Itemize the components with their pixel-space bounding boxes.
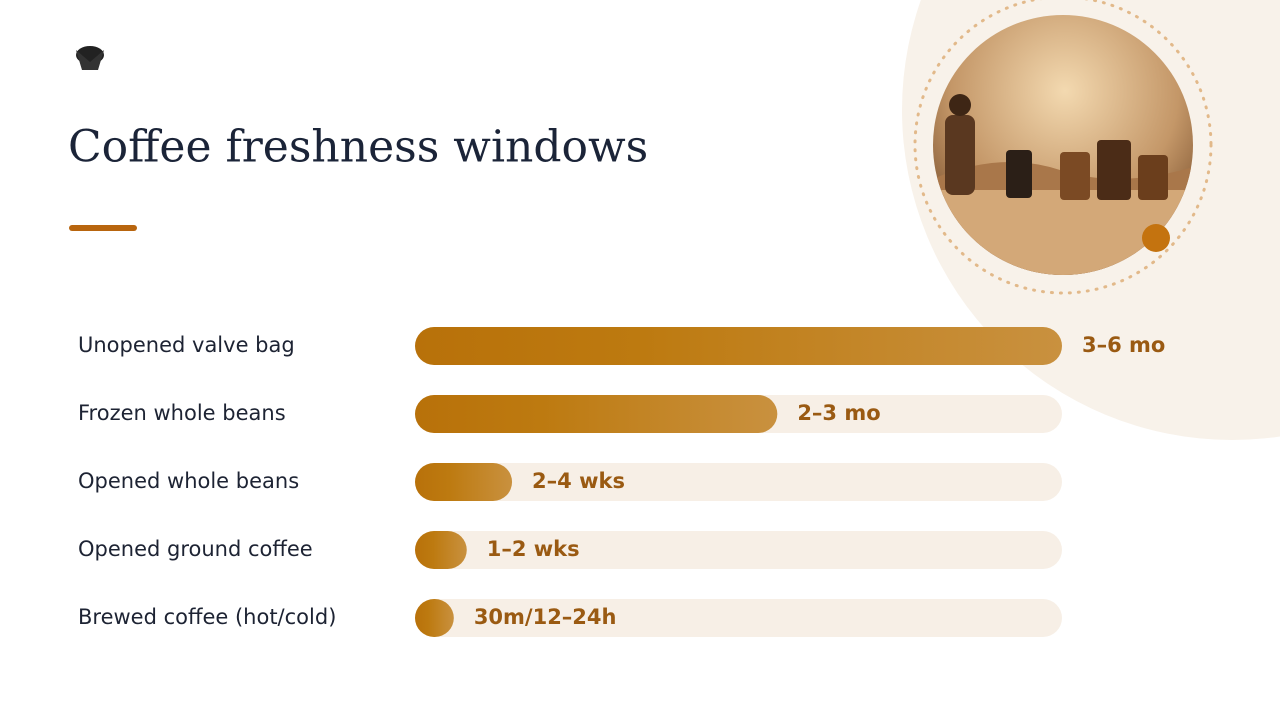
bar: [415, 395, 778, 433]
bar: [415, 531, 467, 569]
dotted-ring: [913, 0, 1213, 295]
title: Coffee freshness windows: [68, 122, 648, 173]
duration-label: 2–4 wks: [532, 469, 625, 493]
bar-track: [415, 531, 1062, 569]
photo: [933, 15, 1193, 275]
duration-label: 2–3 mo: [797, 401, 880, 425]
bar-track: [415, 599, 1062, 637]
bar: [415, 599, 454, 637]
category-label: Frozen whole beans: [78, 401, 286, 425]
duration-label: 3–6 mo: [1082, 333, 1165, 357]
accent-dot: [1142, 224, 1170, 252]
duration-label: 30m/12–24h: [474, 605, 617, 629]
accent-line: [69, 225, 137, 231]
category-label: Opened whole beans: [78, 469, 299, 493]
logo: [76, 46, 104, 70]
category-label: Opened ground coffee: [78, 537, 313, 561]
duration-label: 1–2 wks: [487, 537, 580, 561]
category-label: Unopened valve bag: [78, 333, 295, 357]
bar: [415, 463, 513, 501]
bar: [415, 327, 1062, 365]
category-label: Brewed coffee (hot/cold): [78, 605, 336, 629]
bar-track: [415, 463, 1062, 501]
